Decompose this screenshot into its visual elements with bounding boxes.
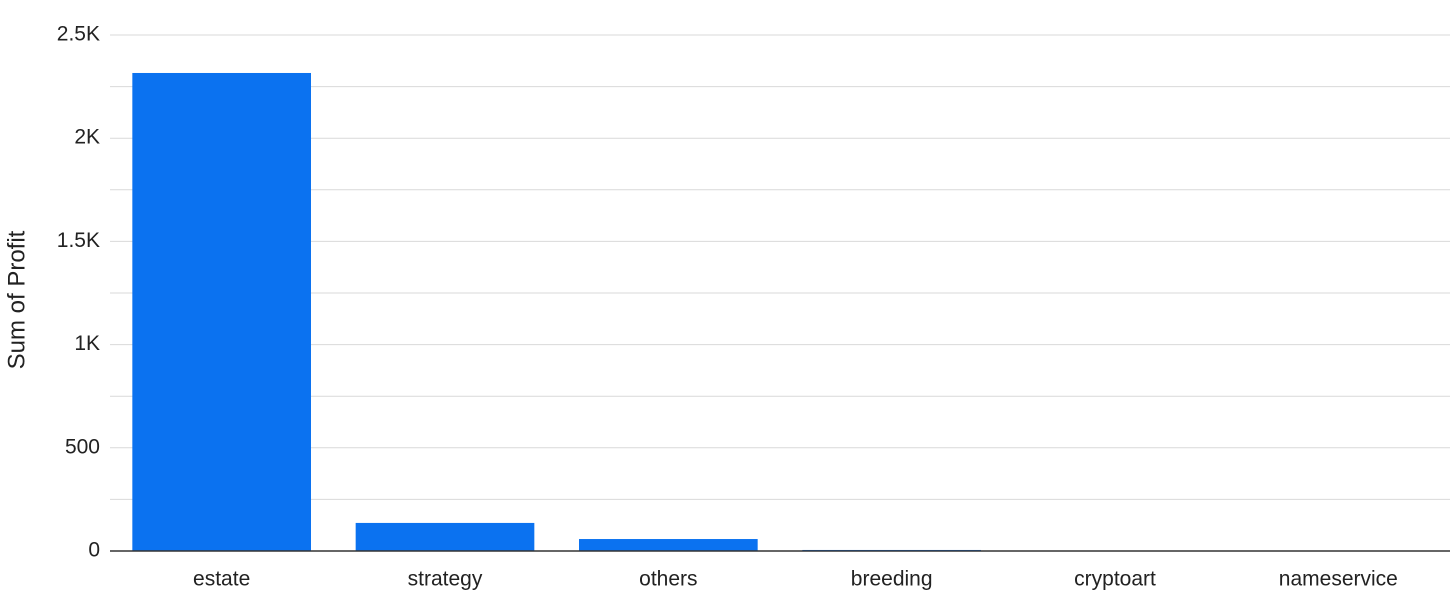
bar [132,72,311,551]
x-tick-label: estate [193,568,250,591]
x-tick-label: nameservice [1279,568,1398,591]
y-tick-label: 0 [88,539,100,562]
y-tick-label: 2K [74,126,100,149]
x-tick-label: breeding [851,568,933,591]
bar [355,522,535,551]
y-tick-label: 1.5K [57,229,100,252]
y-tick-label: 500 [65,435,100,458]
x-tick-label: strategy [408,568,483,591]
x-tick-label: cryptoart [1074,568,1156,591]
x-tick-label: others [639,568,697,591]
y-tick-label: 1K [74,332,100,355]
y-tick-label: 2.5K [57,23,100,46]
y-axis-label: Sum of Profit [3,230,30,369]
bar [579,539,758,551]
